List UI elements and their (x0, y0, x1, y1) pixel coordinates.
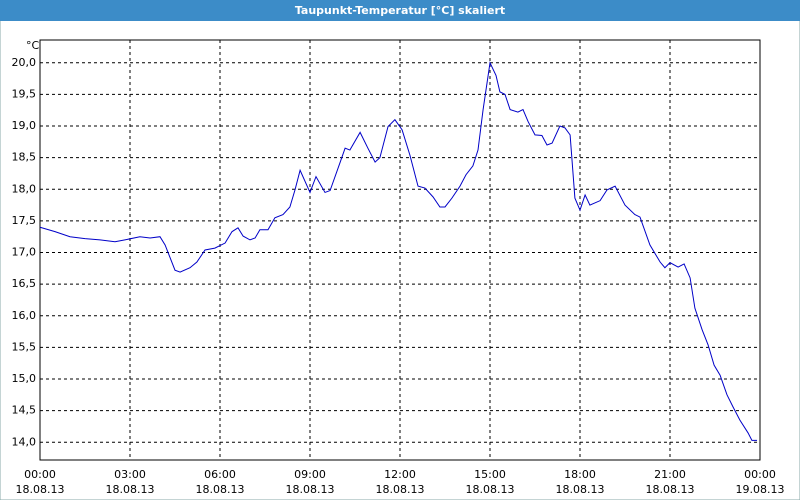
x-tick-label-line: 18.08.13 (286, 483, 335, 496)
x-tick-label-line: 03:00 (114, 468, 146, 481)
x-tick-label-line: 15:00 (474, 468, 506, 481)
x-tick-label-line: 00:00 (744, 468, 776, 481)
y-tick-label: 14,5 (12, 404, 37, 417)
x-tick-label-line: 18:00 (564, 468, 596, 481)
x-tick-label: 09:00 18.08.13 (286, 468, 335, 496)
data-line (39, 61, 757, 441)
x-tick-label-line: 18.08.13 (106, 483, 155, 496)
x-tick-label-line: 18.08.13 (376, 483, 425, 496)
x-tick-label-line: 18.08.13 (646, 483, 695, 496)
x-tick-label: 12:00 18.08.13 (376, 468, 425, 496)
x-tick-label-line: 12:00 (384, 468, 416, 481)
x-tick-label: 00:00 19.08.13 (736, 468, 785, 496)
x-tick-label: 03:00 18.08.13 (106, 468, 155, 496)
x-tick-label-line: 06:00 (204, 468, 236, 481)
y-tick-label: 16,0 (12, 309, 37, 322)
x-tick-label: 06:00 18.08.13 (196, 468, 245, 496)
y-tick-label: 16,5 (12, 277, 37, 290)
x-tick-label: 15:00 18.08.13 (466, 468, 515, 496)
y-tick-label: 18,5 (12, 151, 37, 164)
y-axis-label: °C (26, 39, 40, 52)
y-tick-label: 15,5 (12, 340, 37, 353)
x-tick-label-line: 09:00 (294, 468, 326, 481)
chart-title: Taupunkt-Temperatur [°C] skaliert (295, 4, 505, 17)
y-tick-label: 18,0 (12, 182, 37, 195)
y-tick-label: 14,0 (12, 435, 37, 448)
y-tick-label: 19,5 (12, 87, 37, 100)
y-tick-label: 17,5 (12, 214, 37, 227)
x-tick-label-line: 18.08.13 (556, 483, 605, 496)
y-tick-label: 17,0 (12, 246, 37, 259)
y-tick-label: 15,0 (12, 372, 37, 385)
x-tick-label-line: 18.08.13 (196, 483, 245, 496)
x-tick-label-line: 18.08.13 (16, 483, 65, 496)
x-tick-label-line: 00:00 (24, 468, 56, 481)
y-tick-label: 20,0 (12, 56, 37, 69)
x-tick-label: 18:00 18.08.13 (556, 468, 605, 496)
y-tick-label: 19,0 (12, 119, 37, 132)
x-tick-label-line: 18.08.13 (466, 483, 515, 496)
x-tick-label-line: 21:00 (654, 468, 686, 481)
x-tick-label-line: 19.08.13 (736, 483, 785, 496)
x-tick-label: 21:00 18.08.13 (646, 468, 695, 496)
title-bar (0, 0, 800, 21)
x-tick-label: 00:00 18.08.13 (16, 468, 65, 496)
